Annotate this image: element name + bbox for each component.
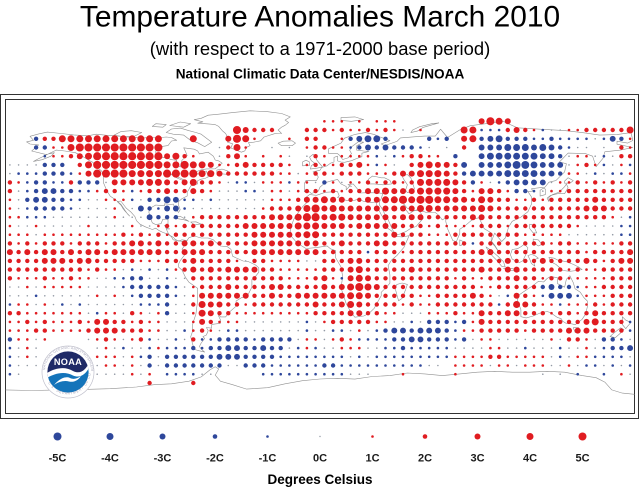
svg-text:(with respect to a 1971-2000 b: (with respect to a 1971-2000 base period… xyxy=(150,38,490,59)
svg-text:-5C: -5C xyxy=(49,453,67,465)
svg-text:-3C: -3C xyxy=(154,453,172,465)
svg-text:5C: 5C xyxy=(575,453,589,465)
svg-text:0C: 0C xyxy=(313,453,327,465)
svg-text:Temperature Anomalies March 20: Temperature Anomalies March 2010 xyxy=(80,1,560,34)
svg-text:1C: 1C xyxy=(365,453,379,465)
svg-text:2C: 2C xyxy=(418,453,432,465)
svg-text:NOAA: NOAA xyxy=(54,357,82,367)
svg-text:4C: 4C xyxy=(523,453,537,465)
svg-text:Degrees Celsius: Degrees Celsius xyxy=(267,472,372,487)
svg-text:-1C: -1C xyxy=(259,453,277,465)
svg-text:-2C: -2C xyxy=(206,453,224,465)
svg-text:-4C: -4C xyxy=(101,453,119,465)
svg-text:National Climatic Data Center/: National Climatic Data Center/NESDIS/NOA… xyxy=(176,67,465,82)
svg-text:3C: 3C xyxy=(470,453,484,465)
